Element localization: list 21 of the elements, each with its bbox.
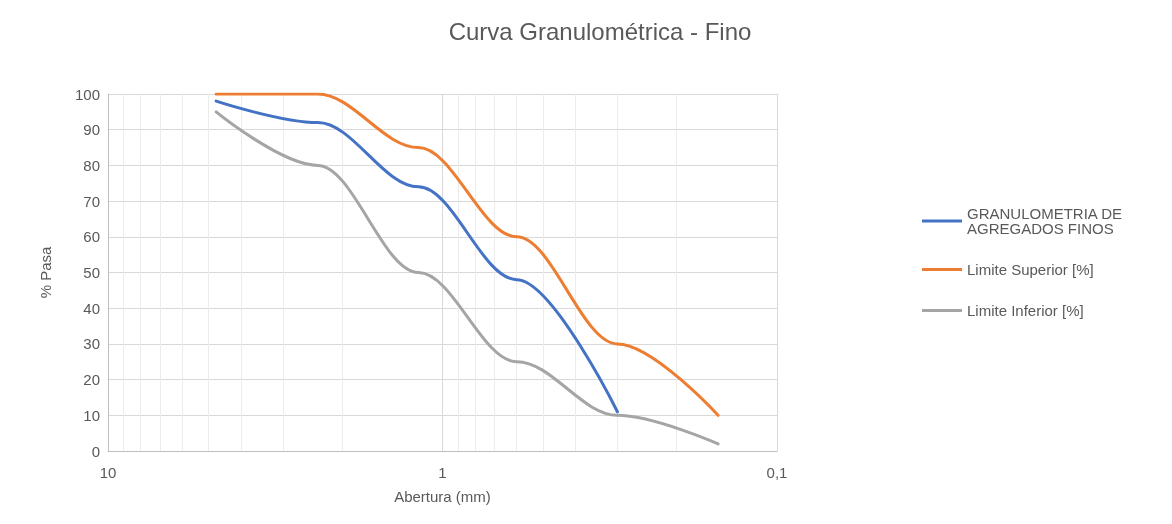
chart-title: Curva Granulométrica - Fino — [448, 17, 752, 45]
legend-label: GRANULOMETRIA DE AGREGADOS FINOS — [966, 205, 1127, 237]
legend-label: Limite Superior [%] — [966, 261, 1094, 278]
y-tick-label: 80 — [83, 156, 100, 174]
x-axis-title: Abertura (mm) — [394, 488, 491, 505]
x-tick-label: 1 — [438, 464, 447, 481]
x-tick-label: 10 — [99, 464, 117, 481]
y-tick-label: 20 — [83, 371, 100, 389]
y-tick-label: 40 — [83, 299, 100, 317]
y-tick-label: 70 — [83, 192, 100, 210]
legend-label: Limite Inferior [%] — [966, 302, 1084, 319]
y-tick-label: 100 — [74, 85, 100, 103]
y-tick-label: 90 — [83, 121, 100, 139]
x-tick-label: 0,1 — [766, 464, 788, 481]
y-tick-label: 60 — [83, 228, 100, 246]
y-tick-label: 10 — [83, 406, 100, 424]
y-tick-label: 0 — [91, 442, 100, 460]
y-tick-label: 50 — [83, 264, 100, 281]
y-tick-label: 30 — [83, 335, 100, 353]
y-axis-title: % Pasa — [37, 246, 54, 299]
line-series — [214, 99, 619, 414]
